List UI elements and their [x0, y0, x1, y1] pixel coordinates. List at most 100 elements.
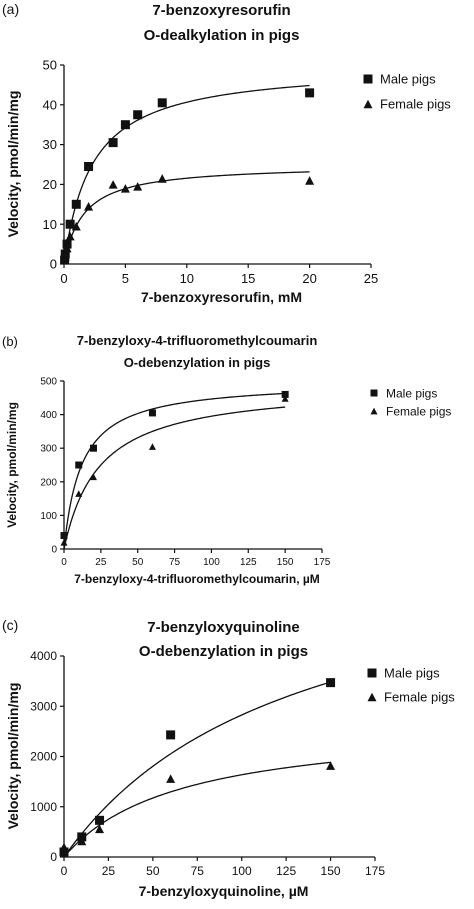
y-tick-label: 1000	[30, 800, 57, 814]
x-tick-label: 150	[277, 557, 294, 568]
panel-a: (a) 7-benzoxyresorufin O-dealkylation in p…	[2, 1, 451, 305]
fit-curve-female	[63, 761, 331, 858]
chart-title-line: O-debenzylation in pigs	[124, 355, 271, 370]
data-point-male	[305, 88, 315, 98]
y-tick-label: 0	[50, 257, 57, 272]
data-point-female	[77, 836, 87, 846]
fit-curve-male	[63, 392, 286, 550]
legend-marker-male	[370, 389, 378, 397]
x-tick-label: 0	[60, 271, 67, 286]
fit-curve-female	[63, 171, 310, 265]
data-point-female	[281, 395, 289, 402]
data-point-female	[120, 184, 130, 193]
legend-marker-female	[363, 99, 373, 109]
y-tick-label: 500	[40, 377, 57, 388]
data-point-female	[95, 824, 105, 834]
x-tick-label: 100	[203, 557, 220, 568]
x-tick-label: 100	[232, 864, 252, 878]
x-tick-label: 125	[276, 864, 296, 878]
data-point-male	[148, 409, 156, 417]
panel-c: (c) 7-benzyloxyquinoline O-debenzylation i…	[2, 617, 455, 899]
data-point-female	[133, 182, 143, 191]
data-point-female	[108, 180, 118, 189]
x-tick-label: 25	[364, 271, 378, 286]
x-tick-label: 15	[241, 271, 255, 286]
y-axis-label: Velocity, pmol/min/mg	[5, 91, 21, 238]
data-point-male	[71, 199, 81, 209]
y-tick-label: 100	[40, 511, 57, 522]
data-point-female	[326, 761, 336, 770]
chart-title-line: 7-benzyloxyquinoline	[147, 619, 300, 636]
legend-marker-male	[363, 74, 373, 84]
legend-label: Male pigs	[386, 386, 437, 400]
data-point-female	[65, 231, 75, 241]
chart-title-line: 7-benzyloxy-4-trifluoromethylcoumarin	[77, 333, 318, 348]
fit-curve-male	[63, 84, 310, 265]
data-point-male	[84, 161, 94, 171]
data-point-female	[59, 842, 69, 852]
data-point-male	[108, 138, 118, 148]
panel-label: (a)	[2, 1, 19, 17]
x-tick-label: 10	[180, 271, 194, 286]
y-tick-label: 0	[50, 850, 57, 864]
legend-marker-male	[367, 668, 377, 678]
x-tick-label: 50	[146, 864, 160, 878]
data-point-female	[305, 176, 315, 185]
fit-curve-female	[63, 406, 286, 550]
fit-curve-male	[63, 681, 331, 858]
x-tick-label: 25	[102, 864, 116, 878]
data-point-male	[157, 98, 167, 108]
data-point-male	[75, 461, 83, 469]
chart-title-line: 7-benzoxyresorufin	[152, 2, 290, 19]
data-point-male	[281, 390, 289, 398]
data-point-female	[89, 473, 97, 481]
y-axis-label: Velocity, pmol/min/mg	[5, 402, 19, 528]
legend-label: Female pigs	[380, 97, 451, 112]
y-tick-label: 10	[43, 217, 57, 232]
y-tick-label: 40	[43, 97, 57, 112]
y-tick-label: 4000	[30, 649, 57, 663]
data-point-female	[60, 538, 68, 546]
x-tick-label: 50	[132, 557, 144, 568]
data-point-male	[166, 730, 176, 740]
chart-title-line: O-dealkylation in pigs	[144, 27, 300, 44]
legend-label: Male pigs	[384, 666, 440, 681]
y-tick-label: 3000	[30, 699, 57, 713]
x-tick-label: 75	[169, 557, 181, 568]
x-axis-label: 7-benzyloxyquinoline, µM	[139, 883, 309, 899]
data-point-male	[60, 532, 68, 540]
data-point-male	[65, 219, 75, 229]
panel-label: (b)	[2, 334, 18, 349]
chart-title-line: O-debenzylation in pigs	[139, 643, 308, 660]
legend-label: Female pigs	[384, 690, 455, 705]
y-tick-label: 50	[43, 58, 57, 73]
x-tick-label: 20	[302, 271, 316, 286]
y-tick-label: 300	[40, 444, 57, 455]
data-point-female	[75, 490, 83, 497]
y-axis-label: Velocity, pmol/min/mg	[5, 683, 21, 830]
data-point-male	[120, 120, 130, 130]
y-tick-label: 30	[43, 137, 57, 152]
data-point-female	[60, 251, 70, 261]
legend-marker-female	[370, 407, 378, 415]
data-point-male	[95, 815, 105, 825]
y-tick-label: 0	[51, 545, 57, 556]
data-point-female	[157, 174, 167, 183]
data-point-female	[84, 202, 94, 211]
data-point-male	[326, 678, 336, 688]
data-point-male	[59, 847, 69, 857]
data-point-male	[133, 110, 143, 120]
data-point-female	[148, 443, 156, 450]
data-point-male	[89, 444, 97, 452]
x-axis-label: 7-benzoxyresorufin, mM	[141, 289, 302, 305]
y-tick-label: 200	[40, 477, 57, 488]
panel-b: (b) 7-benzyloxy-4-trifluoromethylcoumarin…	[2, 333, 451, 586]
panel-label: (c)	[2, 617, 18, 633]
y-tick-label: 20	[43, 177, 57, 192]
x-tick-label: 0	[61, 557, 67, 568]
x-axis-label: 7-benzyloxy-4-trifluoromethylcoumarin, µ…	[74, 572, 320, 586]
legend-label: Female pigs	[386, 404, 451, 418]
x-tick-label: 175	[365, 864, 385, 878]
y-tick-label: 2000	[30, 750, 57, 764]
